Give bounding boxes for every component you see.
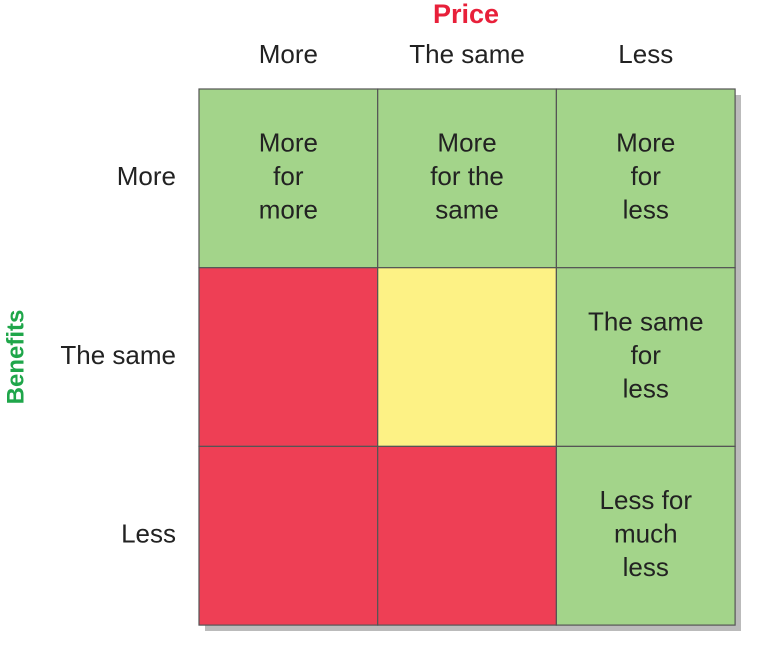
cell-text: same — [435, 195, 499, 225]
cell — [555, 88, 736, 269]
cell — [377, 445, 558, 626]
cell-text: The same — [588, 306, 704, 336]
cell-text: much — [614, 519, 678, 549]
cell-text: for — [631, 340, 662, 370]
row-label: More — [117, 161, 176, 191]
cell-text: less — [623, 195, 669, 225]
cell-text: more — [259, 195, 318, 225]
cell — [555, 445, 736, 626]
cell-text: More — [616, 128, 675, 158]
cell — [198, 267, 379, 448]
cell-text: More — [437, 128, 496, 158]
cell-text: for the — [430, 161, 504, 191]
cell-text: less — [623, 552, 669, 582]
cell — [555, 267, 736, 448]
row-label: The same — [60, 340, 176, 370]
benefits-title: Benefits — [2, 310, 29, 405]
column-label: The same — [409, 39, 525, 69]
cell — [198, 88, 379, 269]
cell — [377, 267, 558, 448]
cell-text: More — [259, 128, 318, 158]
column-label: Less — [618, 39, 673, 69]
cell-text: for — [273, 161, 304, 191]
cell-text: for — [631, 161, 662, 191]
cell — [377, 88, 558, 269]
cell-text: Less for — [600, 485, 693, 515]
cell-text: less — [623, 373, 669, 403]
price-title: Price — [433, 0, 499, 29]
column-label: More — [259, 39, 318, 69]
row-label: Less — [121, 519, 176, 549]
cell — [198, 445, 379, 626]
